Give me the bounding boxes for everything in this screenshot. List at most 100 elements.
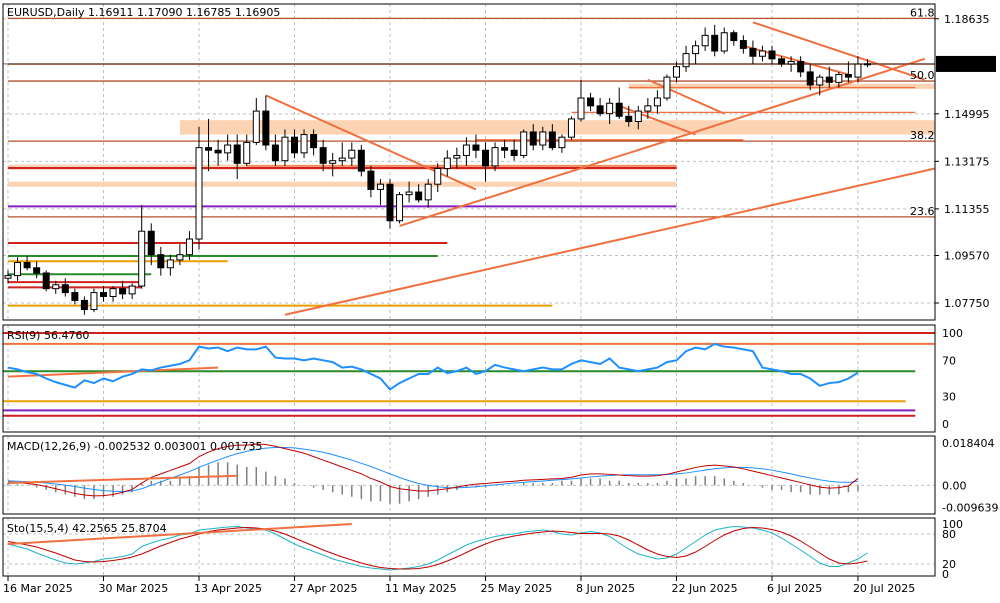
- macd-pane-border: [2, 435, 936, 515]
- macd-trend-line: [7, 474, 238, 485]
- candle-body: [386, 183, 394, 222]
- x-axis-label: 13 Apr 2025: [194, 582, 262, 595]
- candle-body: [109, 288, 117, 297]
- candle-body: [567, 118, 575, 138]
- candle-body: [692, 45, 700, 55]
- candle-body: [634, 110, 642, 123]
- rsi-line: [7, 342, 859, 391]
- candle-body: [100, 292, 107, 297]
- trend-line: [618, 104, 696, 136]
- price-axis-label: 1.13175: [944, 155, 990, 168]
- candle-body: [214, 149, 222, 154]
- symbol-header: EURUSD,Daily 1.16911 1.17090 1.16785 1.1…: [7, 6, 280, 19]
- sto-trend-line: [7, 523, 352, 545]
- candle-body: [835, 74, 843, 83]
- candle-body: [816, 76, 824, 86]
- sto-axis-label: 20: [942, 558, 956, 571]
- candle-body: [577, 97, 585, 120]
- macd-signal-line: [7, 446, 859, 493]
- candle-body: [720, 32, 728, 52]
- price-axis-label: 1.07750: [944, 297, 990, 310]
- candle-body: [749, 47, 757, 57]
- rsi-pane-border: [2, 324, 936, 433]
- candle-body: [510, 149, 518, 156]
- candle-body: [147, 230, 155, 256]
- candle-body: [233, 144, 241, 164]
- candle-body: [539, 131, 547, 146]
- candle-body: [491, 147, 499, 167]
- candle-body: [462, 144, 470, 156]
- price-axis-label: 1.18635: [944, 13, 990, 26]
- candle-body: [300, 134, 308, 154]
- x-axis-label: 16 Mar 2025: [3, 582, 73, 595]
- price-axis-label: 1.11355: [944, 203, 990, 216]
- candle-body: [663, 76, 671, 99]
- candle-body: [482, 149, 489, 167]
- candle-body: [405, 191, 413, 196]
- sto-d-line: [7, 526, 868, 570]
- candle-body: [825, 76, 833, 83]
- candle-body: [329, 160, 337, 164]
- x-axis-label: 20 Jul 2025: [853, 582, 915, 595]
- candle-body: [778, 58, 786, 65]
- trend-line: [743, 44, 849, 76]
- candle-body: [157, 254, 165, 269]
- candle-body: [128, 285, 136, 295]
- candle-body: [758, 50, 766, 57]
- candle-body: [42, 272, 50, 290]
- trend-line: [752, 21, 926, 81]
- candle-body: [119, 288, 127, 295]
- candle-body: [596, 105, 604, 115]
- x-axis-label: 27 Apr 2025: [290, 582, 358, 595]
- x-axis-label: 11 May 2025: [385, 582, 457, 595]
- candle-body: [587, 97, 595, 107]
- candle-body: [224, 144, 232, 154]
- candle-body: [644, 105, 652, 112]
- x-axis-label: 8 Jun 2025: [576, 582, 635, 595]
- rsi-axis-label: 70: [942, 354, 956, 367]
- candle-body: [806, 71, 814, 86]
- candle-body: [348, 149, 356, 159]
- candle-body: [271, 144, 279, 162]
- rsi-axis-label: 100: [942, 327, 963, 340]
- candle-body: [281, 136, 289, 162]
- candle-body: [166, 259, 174, 269]
- sto-k-line: [7, 525, 868, 571]
- main-pane-border: [2, 3, 936, 321]
- candle-body: [625, 115, 633, 123]
- candle-body: [80, 299, 88, 311]
- candle-body: [424, 183, 432, 201]
- candle-body: [453, 154, 461, 159]
- candle-body: [23, 262, 31, 269]
- trend-line: [284, 167, 936, 316]
- candle-body: [797, 60, 805, 73]
- sto-axis-label: 80: [942, 528, 956, 541]
- candle-body: [291, 136, 298, 154]
- candle-body: [558, 136, 566, 149]
- candle-body: [14, 262, 22, 277]
- candle-body: [61, 284, 69, 294]
- zone-band: [628, 83, 935, 89]
- x-axis-label: 22 Jun 2025: [672, 582, 738, 595]
- candle-body: [310, 134, 318, 149]
- candle-body: [854, 63, 862, 78]
- rsi-header: RSI(9) 56.4760: [7, 329, 89, 342]
- candle-body: [376, 183, 384, 190]
- rsi-axis-label: 30: [942, 391, 956, 404]
- candle-body: [185, 238, 193, 256]
- candle-body: [548, 131, 556, 149]
- candle-body: [682, 53, 690, 68]
- sto-header: Sto(15,5,4) 42.2565 25.8704: [7, 522, 167, 535]
- candle-body: [606, 102, 614, 115]
- candle-body: [415, 191, 423, 201]
- candle-body: [367, 170, 375, 190]
- price-axis-label: 1.09570: [944, 249, 990, 262]
- macd-axis-label: 0.018404: [942, 437, 995, 450]
- trend-line: [399, 57, 926, 227]
- macd-axis-label: -0.009639: [942, 501, 998, 514]
- candle-body: [739, 40, 747, 49]
- fib-label: 50.0: [910, 69, 935, 82]
- candle-body: [711, 34, 719, 52]
